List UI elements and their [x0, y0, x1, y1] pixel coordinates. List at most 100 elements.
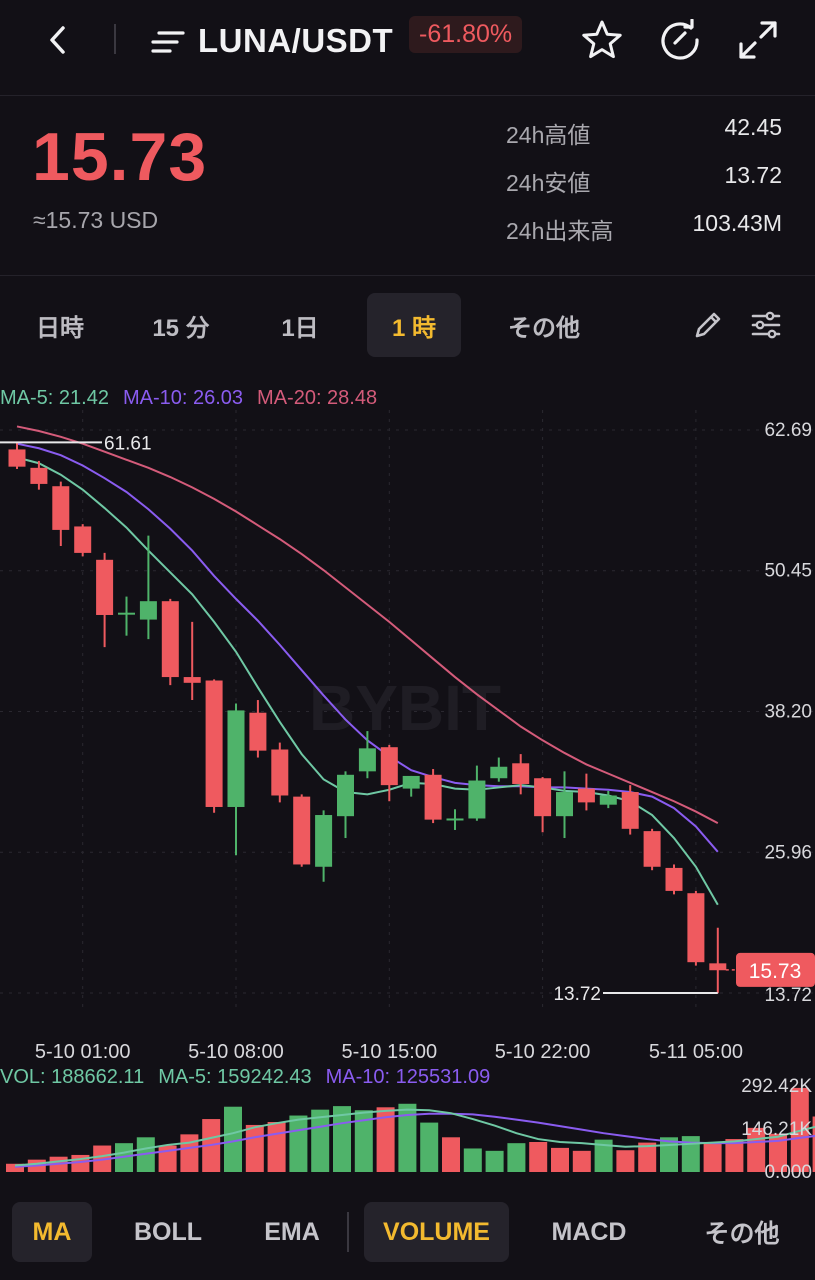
volume-bar-down	[725, 1139, 744, 1172]
volume-bar-down	[180, 1134, 199, 1172]
volume-bar-up	[420, 1122, 439, 1172]
time-tick-label: 5-10 01:00	[35, 1041, 131, 1063]
vol-ma5-legend: MA-5: 159242.43	[158, 1066, 312, 1088]
volume-tick-label: 146.21K	[741, 1119, 812, 1140]
volume-bar-down	[6, 1163, 24, 1172]
volume-bars	[6, 1087, 815, 1172]
candles	[8, 442, 727, 994]
volume-bar-down	[551, 1147, 569, 1172]
chart-grid	[0, 410, 815, 1010]
tab-timeframe-time[interactable]: 日時	[36, 314, 84, 342]
price-summary: 15.73 ≈15.73 USD 24h高値 42.45 24h安値 13.72…	[0, 96, 815, 276]
timeframe-bar: 日時 15 分 1日 1 時 その他	[0, 293, 815, 357]
tab-timeframe-1d[interactable]: 1日	[281, 314, 319, 342]
volume-bar-down	[376, 1107, 395, 1172]
stat-label-high: 24h高値	[506, 122, 591, 148]
volume-bar-up	[398, 1103, 417, 1172]
volume-bar-up	[485, 1150, 504, 1172]
indicator-more[interactable]: その他	[704, 1220, 780, 1248]
ma-lines	[16, 425, 719, 906]
candle-down	[577, 788, 595, 803]
candle-up	[402, 775, 420, 789]
watermark-logo: BYBIT	[309, 672, 501, 744]
candle-down	[424, 774, 442, 820]
ma10-line	[16, 442, 719, 853]
candle-down	[621, 792, 639, 829]
candle-up	[337, 774, 354, 817]
volume-ma-lines	[14, 1108, 815, 1168]
fullscreen-button[interactable]	[734, 16, 782, 64]
usd-price: ≈15.73 USD	[33, 207, 159, 233]
volume-bar-down	[769, 1133, 787, 1172]
volume-tick-label: 292.42K	[741, 1076, 812, 1097]
indicator-ma[interactable]: MA	[12, 1202, 92, 1262]
candle-down	[534, 778, 552, 817]
candle-down	[96, 559, 114, 615]
star-icon	[582, 20, 622, 59]
candle-down	[643, 831, 661, 867]
candle-up	[599, 795, 617, 805]
last-price: 15.73	[32, 119, 208, 195]
time-tick-label: 5-10 22:00	[495, 1041, 591, 1063]
candle-down	[709, 963, 727, 971]
draw-tool-button[interactable]	[684, 301, 732, 349]
volume-bar-up	[594, 1139, 613, 1172]
price-tick-label: 25.96	[764, 842, 812, 863]
vol-ma10-legend: MA-10: 125531.09	[325, 1066, 491, 1088]
stat-value-high: 42.45	[724, 114, 782, 140]
tab-timeframe-1h[interactable]: 1 時	[367, 293, 461, 357]
candle-up	[139, 601, 157, 620]
volume-ma5-line	[14, 1108, 815, 1167]
ma-legend: MA-5: 21.42 MA-10: 26.03 MA-20: 28.48	[0, 387, 377, 410]
candle-down	[205, 680, 223, 807]
ma5-line	[16, 456, 719, 906]
indicator-ema[interactable]: EMA	[264, 1217, 320, 1246]
volume-bar-down	[812, 1116, 815, 1172]
ma20-legend: MA-20: 28.48	[257, 387, 378, 409]
volume-bar-up	[224, 1106, 242, 1172]
back-button[interactable]	[34, 16, 82, 64]
pair-selector[interactable]: LUNA/USDT	[150, 22, 393, 60]
sliders-icon	[751, 311, 781, 339]
candle-up	[118, 612, 135, 615]
stat-value-low: 13.72	[724, 162, 782, 188]
volume-bar-down	[245, 1124, 264, 1172]
tab-timeframe-15m[interactable]: 15 分	[152, 314, 210, 342]
candle-down	[8, 449, 26, 467]
favorite-button[interactable]	[578, 16, 626, 64]
candle-up	[490, 766, 508, 779]
min-price-label: 13.72	[553, 984, 601, 1005]
chart-settings-button[interactable]	[742, 301, 790, 349]
ma5-legend: MA-5: 21.42	[0, 387, 109, 409]
time-tick-label: 5-10 08:00	[188, 1041, 284, 1063]
volume-tick-label: 0.000	[764, 1162, 812, 1183]
candle-down	[249, 712, 267, 751]
candle-down	[183, 677, 201, 683]
indicator-macd[interactable]: MACD	[551, 1217, 627, 1246]
header-bar: LUNA/USDT -61.80%	[0, 0, 815, 96]
volume-legend: VOL: 188662.11 MA-5: 159242.43 MA-10: 12…	[0, 1066, 490, 1089]
ma20-line	[16, 425, 719, 824]
volume-chart[interactable]: 292.42K 146.21K 0.000	[0, 1074, 815, 1184]
indicator-boll[interactable]: BOLL	[133, 1217, 203, 1246]
time-axis: 5-10 01:00 5-10 08:00 5-10 15:00 5-10 22:00…	[35, 1041, 743, 1063]
candle-up	[446, 818, 464, 821]
price-tick-label: 38.20	[764, 702, 812, 723]
time-tick-label: 5-11 05:00	[649, 1041, 743, 1063]
chevron-left-icon	[50, 26, 65, 54]
candle-up	[556, 792, 573, 817]
candle-down	[74, 526, 92, 553]
candle-down	[380, 747, 398, 786]
last-price-tag	[736, 952, 815, 987]
candle-down	[665, 867, 683, 891]
refresh-button[interactable]	[656, 16, 704, 64]
candle-down	[271, 749, 289, 796]
menu-lines-icon	[151, 31, 185, 53]
volume-ma10-line	[14, 1112, 815, 1168]
indicator-bar: MA BOLL EMA VOLUME MACD その他	[0, 1190, 815, 1280]
tab-timeframe-more[interactable]: その他	[508, 314, 580, 342]
indicator-volume[interactable]: VOLUME	[364, 1202, 509, 1262]
candle-down	[293, 796, 311, 865]
